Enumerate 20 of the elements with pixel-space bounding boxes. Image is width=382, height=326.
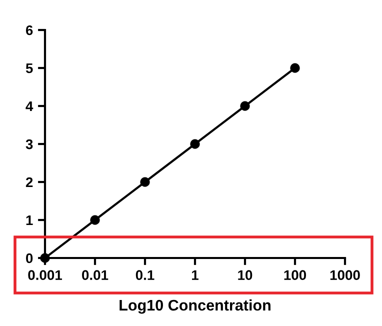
y-tick-label: 6: [26, 25, 33, 36]
y-tick-label: 5: [26, 63, 33, 74]
y-tick-label: 1: [26, 215, 33, 226]
x-tick-label: 1: [192, 270, 198, 280]
y-tick-label: 0: [26, 253, 33, 264]
point: [140, 177, 150, 187]
x-tick-label: 100: [284, 270, 306, 280]
x-axis-title: Log10 Concentration: [120, 299, 270, 314]
x-tick-label: 1000: [330, 270, 360, 280]
y-tick-label: 2: [26, 177, 33, 188]
y-tick-label: 3: [26, 139, 33, 150]
point: [90, 215, 100, 225]
x-tick-label: 0.01: [82, 270, 108, 280]
point: [290, 63, 300, 73]
point: [190, 139, 200, 149]
x-tick-label: 10: [238, 270, 252, 280]
x-tick-label: 0.001: [28, 270, 62, 280]
point: [240, 101, 250, 111]
x-tick-label: 0.1: [136, 270, 154, 280]
y-tick-label: 4: [26, 101, 34, 112]
